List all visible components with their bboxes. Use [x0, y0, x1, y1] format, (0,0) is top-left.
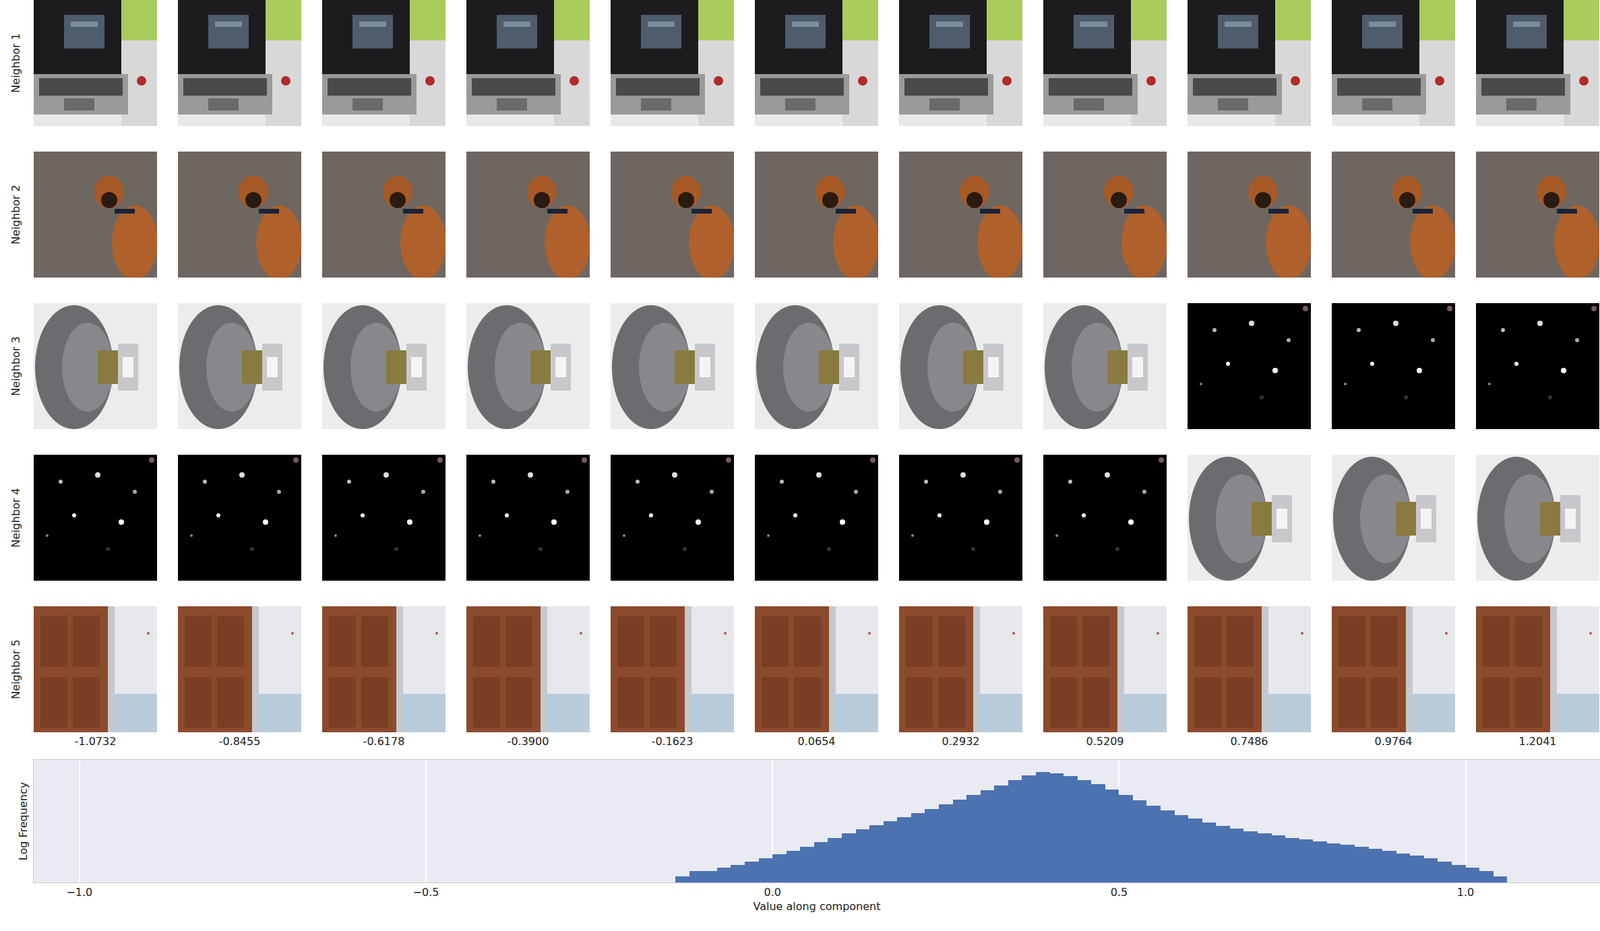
html-text:1.2041: 1.2041	[1518, 735, 1557, 749]
svg-text:Log Frequency: Log Frequency	[16, 782, 30, 861]
html-text:0.7486: 0.7486	[1230, 735, 1269, 749]
html-text:0.5209: 0.5209	[1086, 735, 1124, 749]
svg-text:0.0: 0.0	[763, 886, 781, 900]
svg-text:−1.0: −1.0	[66, 886, 93, 900]
svg-text:Value along component: Value along component	[753, 900, 881, 914]
svg-text:1.0: 1.0	[1457, 886, 1474, 900]
html-text:-0.3900: -0.3900	[507, 735, 549, 749]
html-text:-0.6178: -0.6178	[362, 735, 405, 749]
svg-text:−0.5: −0.5	[413, 886, 440, 900]
html-text:Neighbor 5: Neighbor 5	[9, 639, 22, 700]
html-text:Neighbor 2: Neighbor 2	[9, 184, 22, 245]
html-text:0.2932: 0.2932	[941, 735, 980, 749]
html-text:-0.8455: -0.8455	[218, 735, 261, 749]
html-text:Neighbor 4: Neighbor 4	[9, 488, 22, 548]
svg-text:0.5: 0.5	[1110, 886, 1128, 900]
html-text:0.9764: 0.9764	[1374, 735, 1413, 749]
html-text:Neighbor 1: Neighbor 1	[9, 33, 22, 93]
html-text:-0.1623: -0.1623	[651, 735, 694, 749]
html-text:Neighbor 3: Neighbor 3	[9, 336, 22, 397]
html-text:0.0654: 0.0654	[797, 735, 836, 749]
html-text:-1.0732: -1.0732	[74, 735, 117, 749]
